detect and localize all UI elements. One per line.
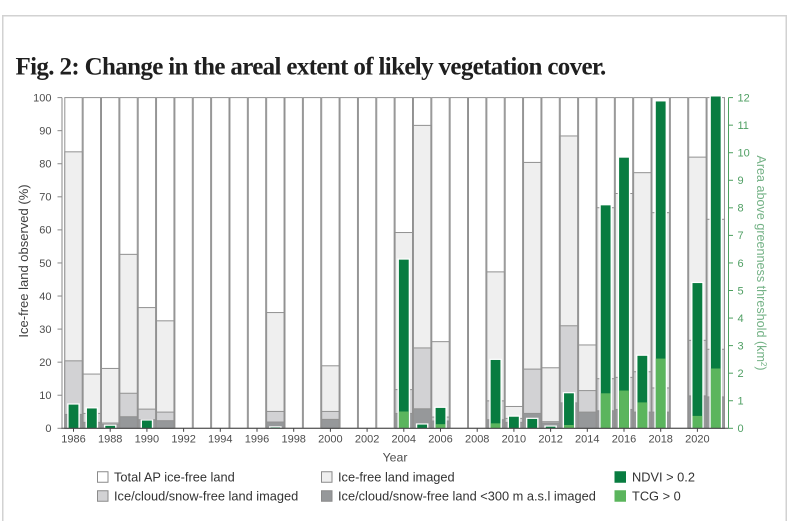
svg-text:0: 0 [738,423,744,435]
svg-text:1: 1 [738,396,744,408]
svg-text:2014: 2014 [575,434,599,446]
svg-text:2000: 2000 [318,434,342,446]
svg-text:90: 90 [39,125,51,137]
svg-text:10: 10 [738,148,750,160]
svg-text:Ice-free land observed (%): Ice-free land observed (%) [16,184,31,337]
svg-text:80: 80 [39,159,51,171]
svg-text:Total AP ice-free land: Total AP ice-free land [114,469,235,484]
svg-text:50: 50 [39,258,51,270]
svg-text:10: 10 [39,390,51,402]
svg-text:1994: 1994 [208,434,232,446]
svg-text:Ice/cloud/snow-free land <300: Ice/cloud/snow-free land <300 m a.s.l im… [338,488,596,503]
svg-text:2: 2 [738,368,744,380]
svg-text:2004: 2004 [392,434,416,446]
svg-text:1986: 1986 [61,434,85,446]
svg-text:Ice/cloud/snow-free land image: Ice/cloud/snow-free land imaged [114,488,298,503]
svg-text:100: 100 [33,92,51,104]
svg-text:5: 5 [738,285,744,297]
svg-text:2020: 2020 [685,434,709,446]
svg-text:9: 9 [738,175,744,187]
svg-text:12: 12 [738,92,750,104]
svg-text:NDVI > 0.2: NDVI > 0.2 [632,469,695,484]
svg-text:Area above greenness threshold: Area above greenness threshold (km2) [754,155,769,370]
svg-text:1998: 1998 [281,434,305,446]
svg-text:Fig. 2: Change in the areal ex: Fig. 2: Change in the areal extent of li… [16,54,607,81]
svg-text:Ice-free land imaged: Ice-free land imaged [338,469,455,484]
svg-text:1992: 1992 [171,434,195,446]
svg-text:2008: 2008 [465,434,489,446]
svg-text:2002: 2002 [355,434,379,446]
svg-text:40: 40 [39,291,51,303]
svg-text:2018: 2018 [648,434,672,446]
svg-text:Year: Year [383,451,408,465]
svg-text:8: 8 [738,203,744,215]
svg-text:2012: 2012 [538,434,562,446]
svg-text:6: 6 [738,258,744,270]
svg-text:1990: 1990 [135,434,159,446]
svg-text:4: 4 [738,313,744,325]
svg-text:20: 20 [39,357,51,369]
svg-text:2006: 2006 [428,434,452,446]
svg-text:0: 0 [45,423,51,435]
svg-text:1996: 1996 [245,434,269,446]
svg-text:30: 30 [39,324,51,336]
svg-text:7: 7 [738,230,744,242]
svg-text:70: 70 [39,192,51,204]
svg-text:3: 3 [738,340,744,352]
svg-text:2010: 2010 [502,434,526,446]
svg-text:1988: 1988 [98,434,122,446]
svg-text:2016: 2016 [612,434,636,446]
svg-text:TCG > 0: TCG > 0 [632,488,681,503]
svg-text:11: 11 [738,120,749,132]
svg-text:60: 60 [39,225,51,237]
